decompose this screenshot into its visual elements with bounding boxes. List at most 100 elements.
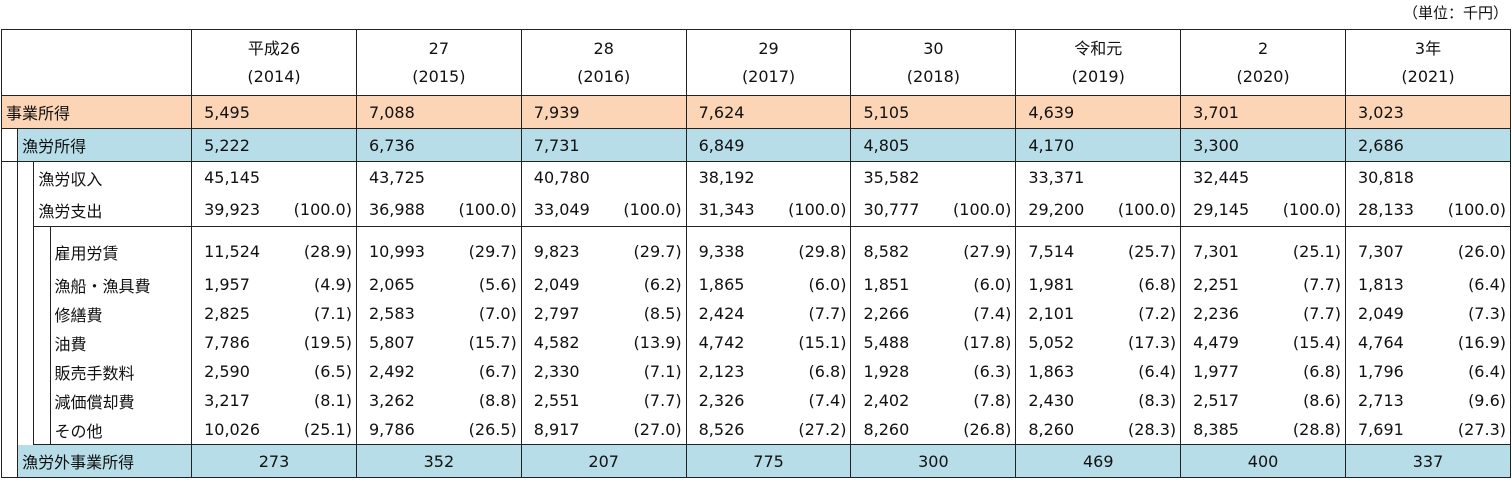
value: 273 [191,444,357,478]
percent: (7.4) [808,391,847,410]
indent [0,328,18,357]
value: 2,424 [685,299,778,328]
value: 4,764 [1344,328,1437,357]
value: 30,818 [1344,161,1437,193]
year-label: 30 [923,38,944,58]
blank [777,95,851,129]
percent: (7.1) [643,362,682,381]
percent: (26.5) [447,415,522,445]
year-sub-label: (2015) [412,66,466,86]
percent: (26.8) [941,415,1016,445]
value: 8,385 [1180,415,1272,445]
table-row: 漁労所得 5,222 6,736 7,731 6,849 4,805 4,170 3,300 2… [0,128,1511,162]
blank [1271,95,1346,129]
value: 2,330 [520,357,613,386]
row-label-detail: 販売手数料 [49,357,192,386]
indent [33,357,51,386]
value: 775 [685,444,851,478]
value: 4,639 [1015,95,1107,129]
value: 29,200 [1015,193,1107,227]
value: 7,088 [355,95,448,129]
value: 7,786 [191,328,283,357]
value: 3,023 [1344,95,1437,129]
percent: (17.8) [963,333,1012,352]
year-sub-label: (2021) [1401,66,1455,86]
indent [33,299,51,328]
value: 2,266 [850,299,942,328]
indent [17,299,34,328]
value: 9,338 [685,226,778,270]
percent: (6.0) [973,275,1012,294]
percent: (6.8) [1303,362,1341,381]
percent: (6.5) [314,362,352,381]
blank [1106,95,1181,129]
year-label: 29 [758,38,779,58]
value: 32,445 [1180,161,1272,193]
value: 8,526 [685,415,778,445]
blank [1436,95,1511,129]
percent: (29.7) [633,242,682,261]
year-sub-label: (2020) [1236,66,1290,86]
header-blank-cell [0,29,192,96]
blank [941,128,1016,162]
year-sub-label: (2019) [1071,66,1125,86]
value: 5,052 [1015,328,1107,357]
indent [33,270,51,299]
indent [0,415,18,445]
blank [612,162,686,194]
table-row: 修繕費 2,825 (7.1) 2,583 (7.0) 2,797 (8.5) 2,424 (7… [0,299,1511,328]
value: 10,993 [355,226,448,270]
row-label-detail: 減価償却費 [49,386,192,415]
percent: (100.0) [1436,193,1511,227]
value: 11,524 [191,226,283,270]
percent: (25.1) [1292,242,1341,261]
percent: (8.1) [314,391,352,410]
value: 8,582 [850,226,942,270]
percent: (100.0) [1106,193,1181,227]
percent: (29.7) [468,242,517,261]
blank [1436,161,1511,193]
value: 2,590 [191,357,283,386]
year-label: 令和元 [1074,38,1123,58]
blank [282,95,357,129]
table-row: 雇用労賃 11,524 (28.9) 10,993 (29.7) 9,823 (29.7) 9… [0,226,1511,270]
percent: (100.0) [941,193,1016,227]
blank [941,95,1016,129]
value: 2,825 [191,299,283,328]
value: 400 [1180,444,1346,478]
percent: (8.3) [1138,391,1177,410]
table-row: 漁船・漁具費 1,957 (4.9) 2,065 (5.6) 2,049 (6.2) 1,86… [0,270,1511,299]
value: 30,777 [850,193,942,227]
blank [1107,162,1181,194]
row-label-detail: 雇用労賃 [49,226,192,270]
percent: (100.0) [447,193,522,227]
percent: (25.1) [282,415,357,445]
indent [0,161,18,193]
value: 4,170 [1015,128,1107,162]
table-row: その他 10,026 (25.1) 9,786 (26.5) 8,917 (27.0) 8,5… [0,415,1511,445]
value: 35,582 [850,161,942,193]
year-header: 平成26 (2014) [191,29,357,96]
value: 2,492 [355,357,448,386]
value: 7,691 [1344,415,1437,445]
year-label: 28 [593,38,614,58]
percent: (8.6) [1303,391,1341,410]
row-label-detail: 漁船・漁具費 [49,270,192,299]
year-sub-label: (2017) [741,66,796,86]
indent [33,386,51,415]
value: 7,307 [1344,226,1437,270]
value: 8,917 [520,415,613,445]
percent: (5.6) [478,275,517,294]
percent: (7.7) [808,304,847,323]
value: 7,939 [520,95,613,129]
value: 3,701 [1180,95,1272,129]
value: 39,923 [191,193,283,227]
value: 7,731 [520,128,613,162]
value: 2,326 [685,386,778,415]
indent [0,226,18,270]
value: 2,251 [1180,270,1272,299]
blank [447,162,521,194]
value: 207 [520,444,687,478]
value: 2,583 [355,299,448,328]
percent: (7.3) [1436,299,1511,328]
